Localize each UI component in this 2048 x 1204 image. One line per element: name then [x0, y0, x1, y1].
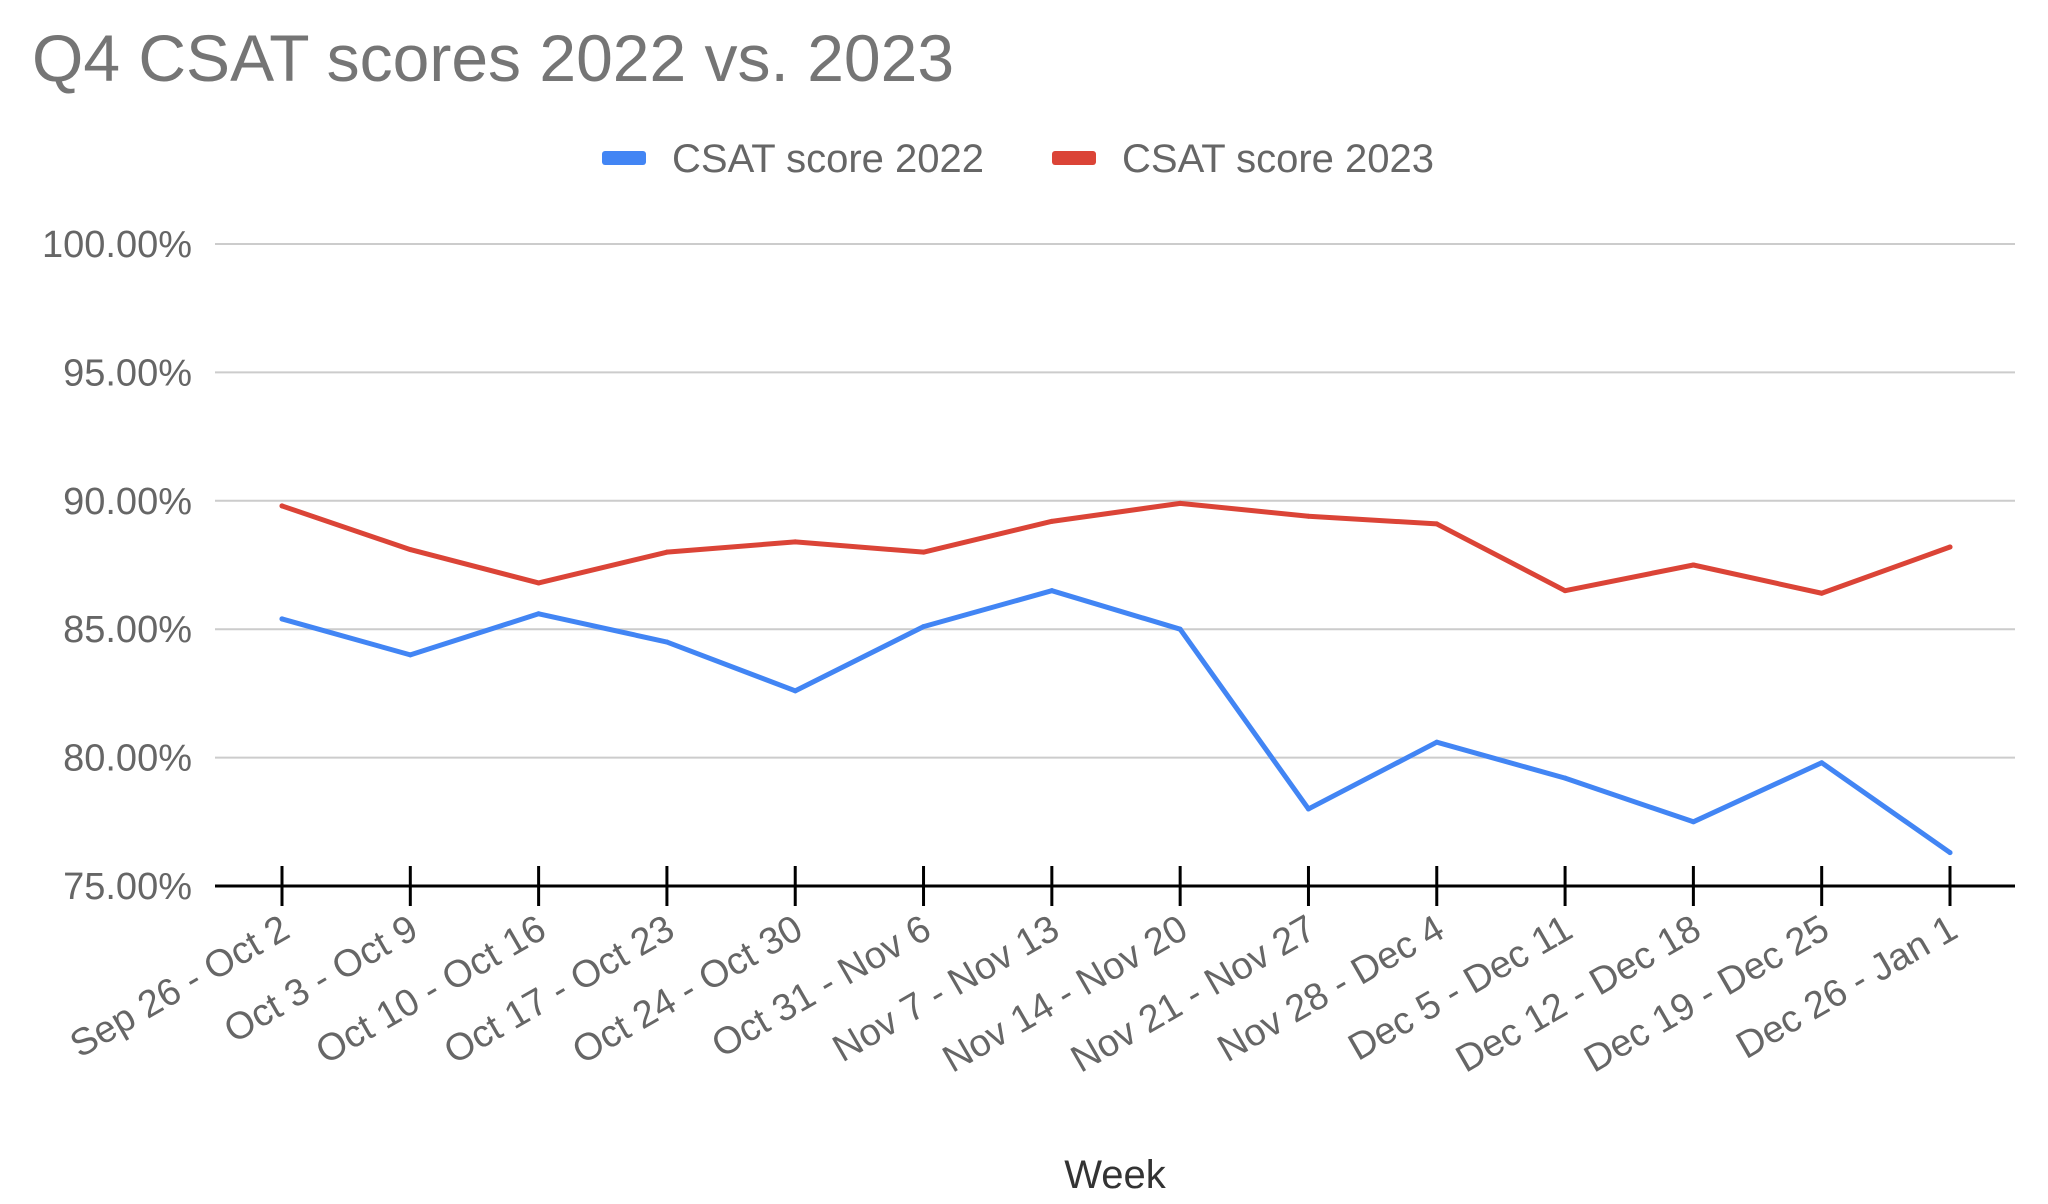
series-1-point — [792, 688, 798, 694]
x-tick-label: Dec 26 - Jan 1 — [1729, 907, 1964, 1067]
y-tick-label: 100.00% — [42, 224, 192, 266]
legend-label-1: CSAT score 2022 — [672, 137, 984, 181]
series-1-point — [279, 616, 285, 622]
series-2-point — [664, 549, 670, 555]
series-line-1 — [279, 588, 1953, 856]
series-2-point — [1947, 544, 1953, 550]
series-2-point — [792, 539, 798, 545]
series-1-point — [1305, 806, 1311, 812]
series-2-point — [1049, 518, 1055, 524]
series-2-point — [921, 549, 927, 555]
legend-label-2: CSAT score 2023 — [1122, 137, 1434, 181]
series-1-point — [1819, 760, 1825, 766]
series-2-point — [1177, 500, 1183, 506]
series-1-point — [921, 624, 927, 630]
y-tick-label: 75.00% — [63, 866, 192, 908]
x-tick-label: Nov 28 - Dec 4 — [1211, 907, 1451, 1070]
series-2-point — [1819, 590, 1825, 596]
x-tick-label: Oct 31 - Nov 6 — [705, 907, 938, 1066]
series-1-point — [1690, 819, 1696, 825]
series-1-point — [407, 652, 413, 658]
y-tick-label: 85.00% — [63, 609, 192, 651]
y-tick-label: 80.00% — [63, 738, 192, 780]
series-2-point — [279, 503, 285, 509]
x-tick-label: Sep 26 - Oct 2 — [63, 907, 296, 1066]
series-1-point — [1049, 588, 1055, 594]
series-line-2 — [279, 500, 1953, 596]
series-2-point — [407, 547, 413, 553]
legend-swatch-1 — [602, 151, 646, 165]
chart-title: Q4 CSAT scores 2022 vs. 2023 — [32, 21, 955, 95]
series-2-point — [1690, 562, 1696, 568]
series-1-point — [536, 611, 542, 617]
x-axis-title: Week — [1064, 1153, 1167, 1197]
series-2-point — [1434, 521, 1440, 527]
y-tick-label: 95.00% — [63, 352, 192, 394]
series-1-point — [1947, 850, 1953, 856]
series-1-point — [1434, 739, 1440, 745]
legend-swatch-2 — [1052, 151, 1096, 165]
series-2-point — [1305, 513, 1311, 519]
series-1-point — [1177, 626, 1183, 632]
y-tick-label: 90.00% — [63, 481, 192, 523]
series-2-point — [536, 580, 542, 586]
series-2-point — [1562, 588, 1568, 594]
series-1-point — [664, 639, 670, 645]
series-1-point — [1562, 775, 1568, 781]
